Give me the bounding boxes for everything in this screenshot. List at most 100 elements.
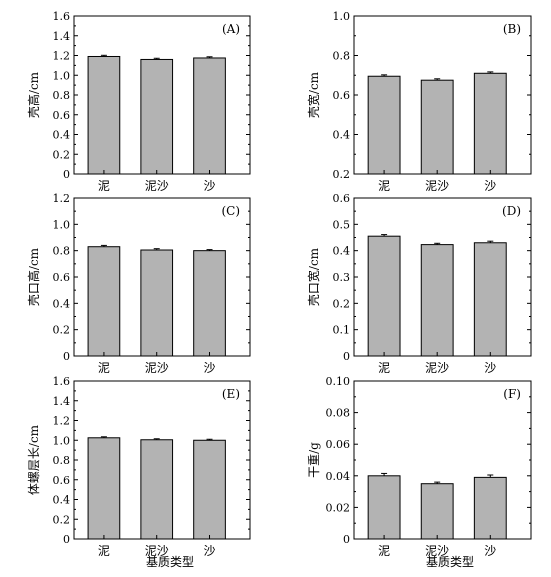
- x-tick-label: 泥: [98, 361, 110, 375]
- y-tick-label: 0.2: [53, 148, 71, 161]
- x-tick-label: 沙: [204, 361, 216, 375]
- y-axis-label: 壳高/cm: [26, 71, 41, 118]
- bar: [367, 475, 401, 540]
- y-tick-label: 0.4: [53, 494, 71, 507]
- y-tick-label: 0.8: [53, 89, 71, 102]
- chart-panel-5: 0 0.2 0.4 0.6 0.8 1.0 1.2 1.4 1.6 泥 泥沙 沙 (E) 体螺层长/cm: [27, 375, 251, 558]
- bar: [367, 75, 401, 175]
- y-axis-label: 干重/g: [307, 442, 321, 478]
- x-tick-label: 泥沙: [145, 179, 169, 193]
- y-axis-label: 壳口宽/cm: [306, 247, 321, 306]
- x-axis-title-right: 基质类型: [425, 555, 474, 569]
- y-tick-label: 1.0: [333, 10, 351, 23]
- x-tick-label: 泥: [98, 179, 110, 193]
- y-axis-label: 壳宽/cm: [306, 71, 321, 118]
- panel-label: (C): [221, 204, 240, 218]
- y-tick-label: 0.6: [53, 109, 71, 122]
- bar: [87, 246, 121, 357]
- y-axis-label: 壳口高/cm: [26, 247, 41, 306]
- bar: [473, 72, 507, 175]
- chart-panel-4: 0 0.1 0.2 0.3 0.4 0.5 0.6 泥 泥沙 沙 (D) 壳口宽/cm: [306, 192, 532, 375]
- y-tick-label: 0.6: [53, 271, 71, 284]
- y-tick-label: 0.6: [53, 474, 71, 487]
- panel-label: (E): [222, 387, 240, 401]
- y-tick-label: 0.6: [333, 192, 351, 205]
- y-tick-label: 0.2: [333, 168, 351, 181]
- x-tick-label: 泥沙: [145, 544, 169, 558]
- y-tick-label: 0: [343, 350, 350, 363]
- x-tick-label: 沙: [204, 179, 216, 193]
- y-tick-label: 0.4: [53, 297, 71, 310]
- panel-label: (D): [502, 204, 521, 218]
- y-tick-label: 0: [343, 533, 350, 546]
- y-tick-label: 1.6: [53, 375, 71, 388]
- panel-label: (A): [222, 22, 240, 36]
- chart-panel-2: 0.2 0.4 0.6 0.8 1.0 泥 泥沙 沙 (B) 壳宽/cm: [306, 10, 532, 193]
- y-tick-label: 0.2: [53, 324, 71, 337]
- y-tick-label: 1.0: [53, 434, 71, 447]
- y-tick-label: 0.06: [326, 438, 351, 451]
- y-tick-label: 1.0: [53, 218, 71, 231]
- x-axis-title: 基质类型: [145, 555, 194, 569]
- y-tick-label: 0.04: [326, 470, 351, 483]
- y-tick-label: 1.2: [53, 50, 71, 63]
- y-tick-label: 0.2: [333, 297, 351, 310]
- x-tick-label: 泥沙: [425, 179, 449, 193]
- bar: [140, 439, 174, 540]
- bar: [473, 242, 507, 357]
- bar: [87, 55, 121, 175]
- x-tick-label: 沙: [484, 361, 496, 375]
- x-tick-label: 沙: [204, 544, 216, 558]
- y-tick-label: 0.10: [326, 375, 351, 388]
- y-axis-label: 体螺层长/cm: [27, 424, 41, 495]
- y-tick-label: 0.5: [333, 218, 351, 231]
- x-tick-label: 沙: [484, 179, 496, 193]
- panel-label: (F): [503, 387, 521, 401]
- y-tick-label: 0.08: [326, 407, 351, 420]
- y-tick-label: 0.4: [333, 129, 351, 142]
- x-tick-label: 泥: [378, 544, 390, 558]
- bar: [367, 235, 401, 357]
- y-tick-label: 1.4: [53, 395, 71, 408]
- bar: [193, 57, 226, 175]
- x-tick-label: 泥沙: [145, 361, 169, 375]
- bar: [420, 79, 454, 175]
- y-tick-label: 0.6: [333, 89, 351, 102]
- chart-panel-3: 0 0.2 0.4 0.6 0.8 1.0 1.2 泥 泥沙 沙 (C) 壳口高/cm: [26, 192, 251, 375]
- x-tick-label: 泥沙: [425, 361, 449, 375]
- bar: [193, 439, 226, 540]
- y-tick-label: 0.8: [53, 245, 71, 258]
- x-tick-label: 泥沙: [425, 544, 449, 558]
- y-tick-label: 1.2: [53, 192, 71, 205]
- chart-panel-6: 0 0.02 0.04 0.06 0.08 0.10 泥 泥沙 沙 (F) 干重/g: [307, 375, 532, 558]
- x-tick-label: 泥: [378, 179, 390, 193]
- bar: [193, 250, 226, 357]
- y-tick-label: 0.1: [333, 324, 351, 337]
- x-tick-label: 泥: [378, 361, 390, 375]
- y-tick-label: 0.02: [326, 501, 351, 514]
- y-tick-label: 0.8: [53, 454, 71, 467]
- y-tick-label: 0: [63, 533, 70, 546]
- y-tick-label: 0.2: [53, 513, 71, 526]
- bar: [140, 58, 174, 175]
- y-tick-label: 0.4: [333, 245, 351, 258]
- bar: [473, 476, 507, 540]
- y-tick-label: 1.4: [53, 30, 71, 43]
- y-tick-label: 0: [63, 168, 70, 181]
- bar: [140, 249, 174, 357]
- y-tick-label: 0.3: [333, 271, 351, 284]
- bar: [87, 437, 121, 540]
- y-tick-label: 0.4: [53, 129, 71, 142]
- y-tick-label: 1.0: [53, 69, 71, 82]
- bar: [420, 244, 454, 357]
- y-tick-label: 1.2: [53, 415, 71, 428]
- x-tick-label: 泥: [98, 544, 110, 558]
- x-tick-label: 沙: [484, 544, 496, 558]
- bar: [420, 483, 454, 540]
- panel-label: (B): [503, 22, 521, 36]
- y-tick-label: 0.8: [333, 50, 351, 63]
- y-tick-label: 0: [63, 350, 70, 363]
- chart-panel-1: 0 0.2 0.4 0.6 0.8 1.0 1.2 1.4 1.6 泥 泥沙 沙 (A) 壳高/cm: [26, 10, 251, 193]
